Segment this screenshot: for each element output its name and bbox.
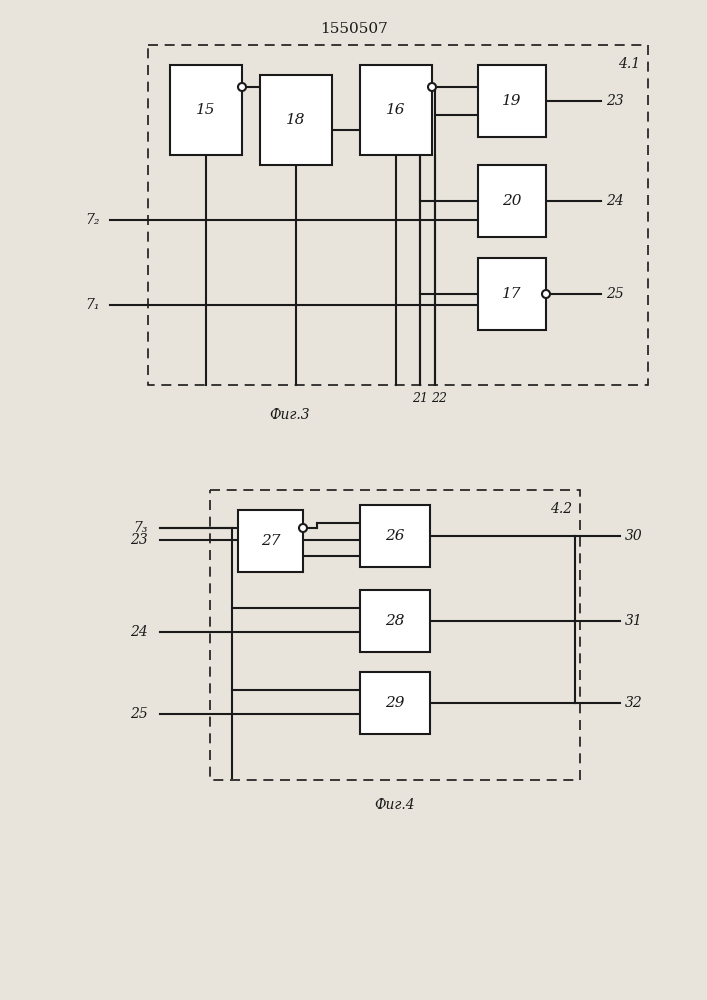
Bar <box>360 672 430 734</box>
Circle shape <box>238 83 246 91</box>
Text: 31: 31 <box>625 614 643 628</box>
Text: 7₂: 7₂ <box>86 213 100 227</box>
Text: 23: 23 <box>606 94 624 108</box>
Text: 21: 21 <box>412 391 428 404</box>
Text: 20: 20 <box>502 194 522 208</box>
Text: 25: 25 <box>606 287 624 301</box>
Bar <box>238 510 303 572</box>
Text: 28: 28 <box>385 614 404 628</box>
Text: 24: 24 <box>606 194 624 208</box>
Bar <box>360 65 432 155</box>
Text: 23: 23 <box>130 533 148 547</box>
Text: 29: 29 <box>385 696 404 710</box>
Text: 30: 30 <box>625 529 643 543</box>
Bar <box>478 65 546 137</box>
Bar <box>360 590 430 652</box>
Text: 18: 18 <box>286 113 305 127</box>
Text: 4.1: 4.1 <box>618 57 640 71</box>
Bar <box>260 75 332 165</box>
Text: 7₁: 7₁ <box>86 298 100 312</box>
Circle shape <box>299 524 307 532</box>
Text: 15: 15 <box>197 103 216 117</box>
Bar <box>170 65 242 155</box>
Text: 32: 32 <box>625 696 643 710</box>
Text: 19: 19 <box>502 94 522 108</box>
Bar <box>148 45 648 385</box>
Text: 1550507: 1550507 <box>320 22 388 36</box>
Circle shape <box>428 83 436 91</box>
Bar <box>210 490 580 780</box>
Circle shape <box>542 290 550 298</box>
Text: 22: 22 <box>431 391 447 404</box>
Text: 25: 25 <box>130 707 148 721</box>
Text: 16: 16 <box>386 103 406 117</box>
Text: Фиг.4: Фиг.4 <box>375 798 415 812</box>
Bar <box>478 258 546 330</box>
Text: 26: 26 <box>385 529 404 543</box>
Text: 24: 24 <box>130 625 148 639</box>
Text: 17: 17 <box>502 287 522 301</box>
Bar <box>360 505 430 567</box>
Text: 7₃: 7₃ <box>134 521 148 535</box>
Text: 4.2: 4.2 <box>550 502 572 516</box>
Text: Фиг.3: Фиг.3 <box>269 408 310 422</box>
Text: 27: 27 <box>261 534 280 548</box>
Bar <box>478 165 546 237</box>
